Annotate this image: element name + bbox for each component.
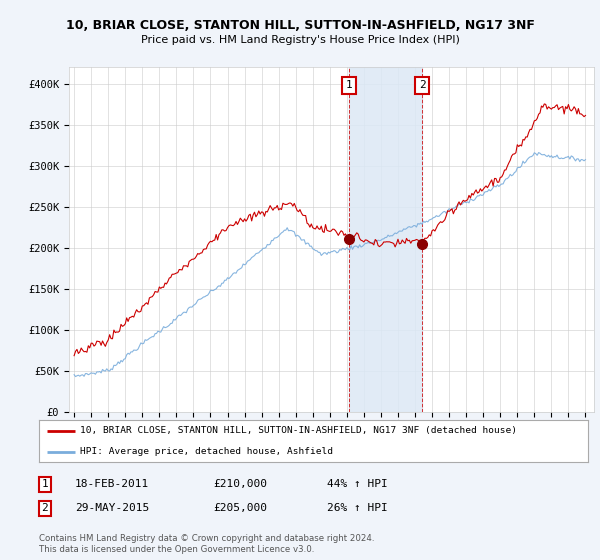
- Text: £210,000: £210,000: [213, 479, 267, 489]
- Bar: [349, 67, 422, 412]
- Text: 2: 2: [41, 503, 49, 514]
- Text: 18-FEB-2011: 18-FEB-2011: [75, 479, 149, 489]
- Text: 10, BRIAR CLOSE, STANTON HILL, SUTTON-IN-ASHFIELD, NG17 3NF (detached house): 10, BRIAR CLOSE, STANTON HILL, SUTTON-IN…: [80, 426, 517, 435]
- Text: £205,000: £205,000: [213, 503, 267, 514]
- Text: This data is licensed under the Open Government Licence v3.0.: This data is licensed under the Open Gov…: [39, 545, 314, 554]
- Text: Price paid vs. HM Land Registry's House Price Index (HPI): Price paid vs. HM Land Registry's House …: [140, 35, 460, 45]
- Text: 10, BRIAR CLOSE, STANTON HILL, SUTTON-IN-ASHFIELD, NG17 3NF: 10, BRIAR CLOSE, STANTON HILL, SUTTON-IN…: [65, 18, 535, 32]
- Text: 1: 1: [41, 479, 49, 489]
- Text: Contains HM Land Registry data © Crown copyright and database right 2024.: Contains HM Land Registry data © Crown c…: [39, 534, 374, 543]
- Text: 44% ↑ HPI: 44% ↑ HPI: [327, 479, 388, 489]
- Text: 2: 2: [419, 80, 425, 90]
- Text: 29-MAY-2015: 29-MAY-2015: [75, 503, 149, 514]
- Text: HPI: Average price, detached house, Ashfield: HPI: Average price, detached house, Ashf…: [80, 447, 333, 456]
- Text: 26% ↑ HPI: 26% ↑ HPI: [327, 503, 388, 514]
- Text: 1: 1: [346, 80, 352, 90]
